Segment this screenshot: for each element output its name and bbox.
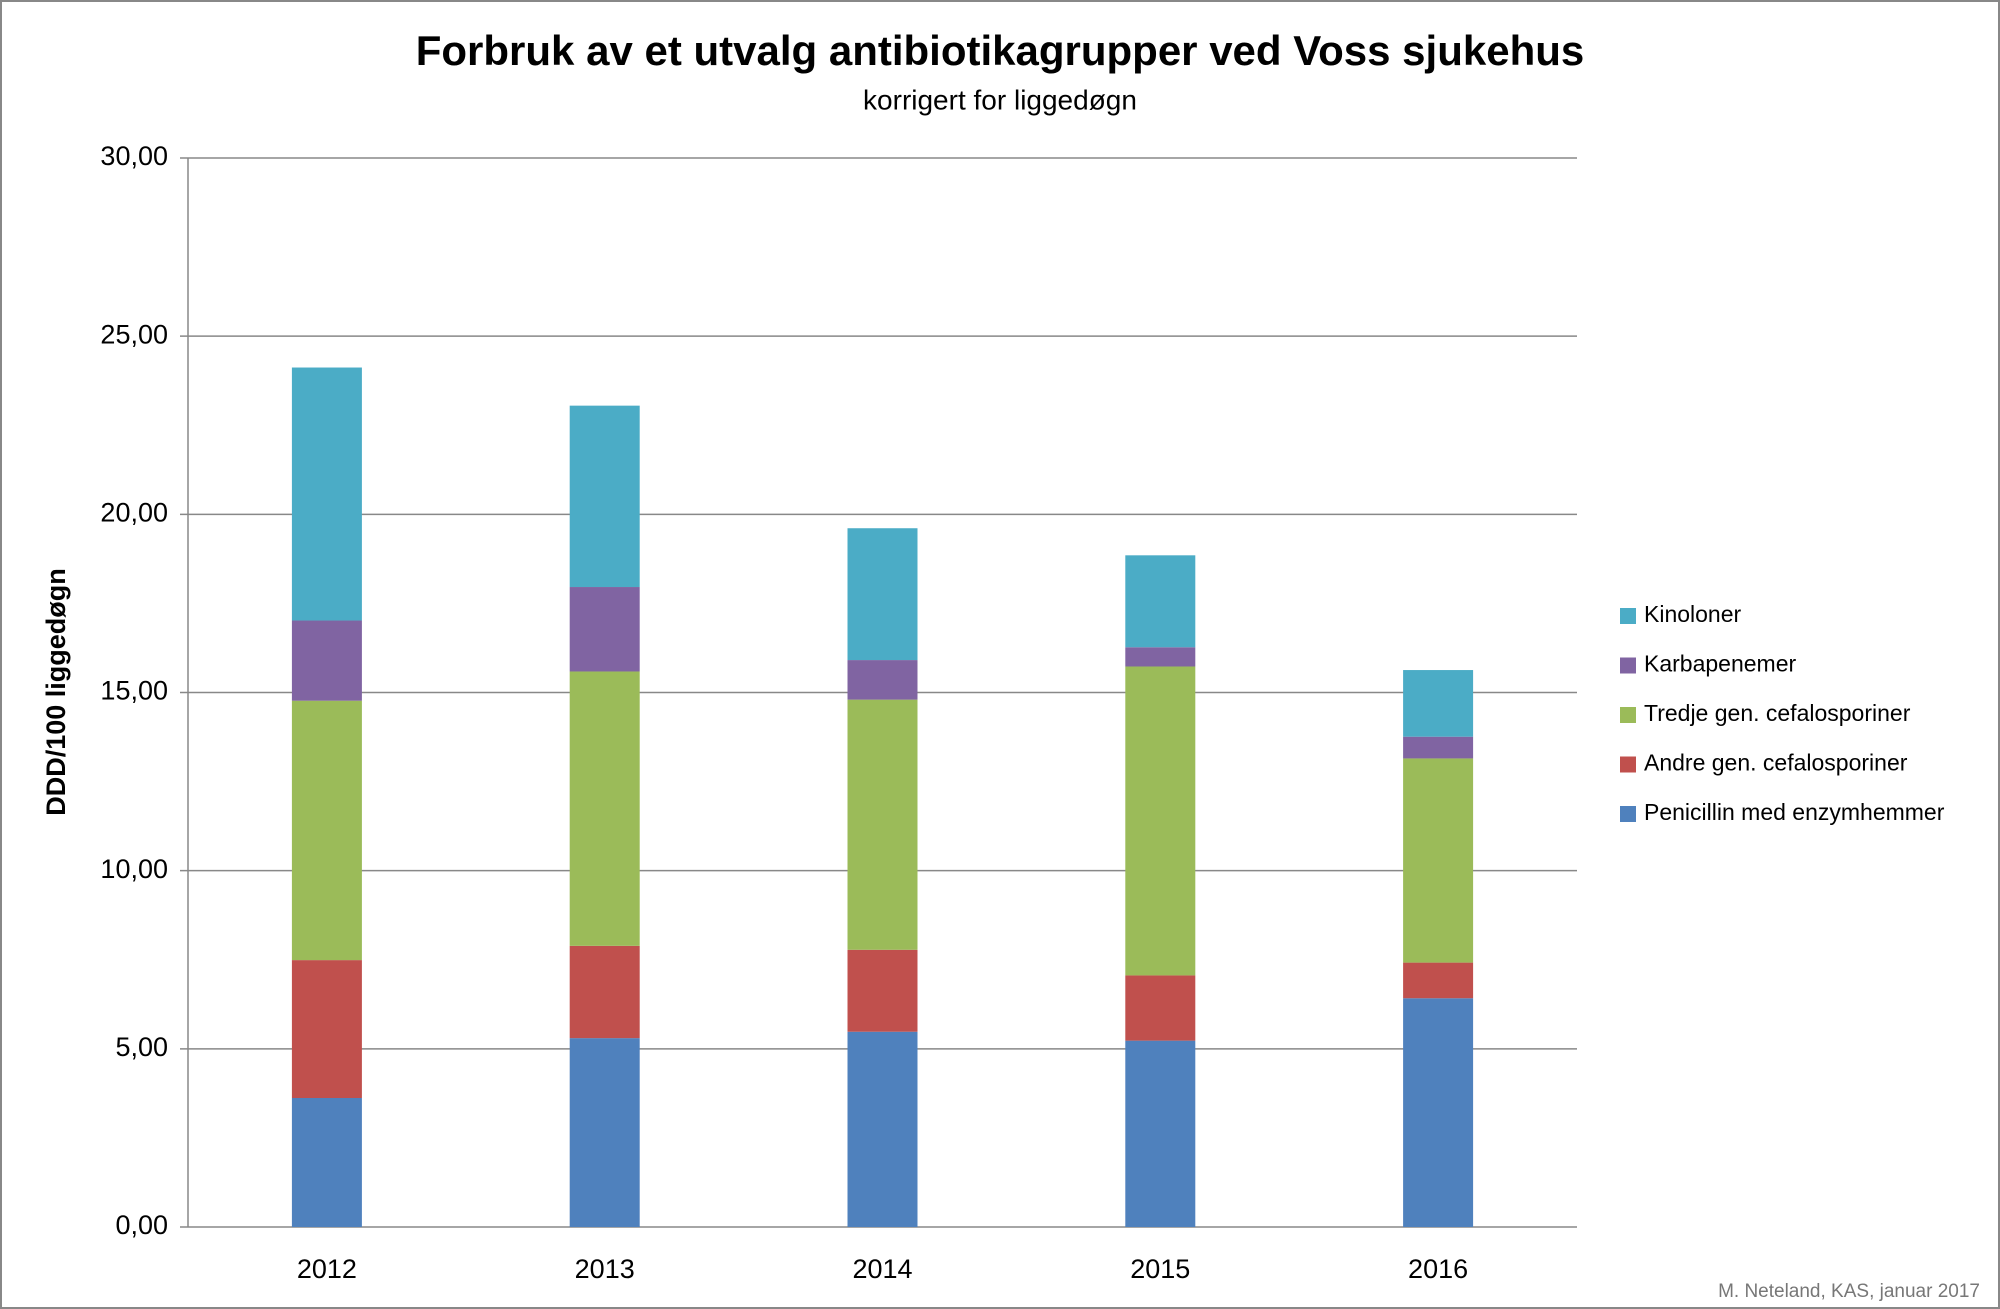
bar-segment	[291, 1098, 362, 1227]
bar-segment	[291, 367, 362, 621]
bar-segment	[1125, 1040, 1196, 1227]
legend-swatch	[1620, 707, 1636, 723]
bar-segment	[291, 960, 362, 1099]
x-tick-label: 2013	[575, 1254, 635, 1284]
bar-segment	[1403, 736, 1474, 759]
legend-swatch	[1620, 756, 1636, 773]
legend-swatch	[1620, 657, 1636, 674]
bar-segment	[1403, 962, 1474, 999]
x-tick-label: 2012	[297, 1254, 357, 1284]
y-tick-label: 10,00	[100, 854, 168, 884]
x-tick-label: 2016	[1408, 1254, 1468, 1284]
bar-segment	[1125, 647, 1196, 667]
x-tick-label: 2014	[852, 1254, 912, 1284]
bar-segment	[569, 587, 640, 672]
bar-segment	[1403, 998, 1474, 1227]
y-tick-label: 0,00	[115, 1210, 168, 1240]
legend-swatch	[1620, 806, 1636, 822]
bar-segment	[847, 699, 918, 950]
bar-segment	[1125, 666, 1196, 976]
bar-segment	[291, 620, 362, 701]
chart-subtitle: korrigert for liggedøgn	[863, 84, 1137, 115]
bar-segment	[569, 671, 640, 946]
legend-swatch	[1620, 608, 1636, 624]
bar-segment	[847, 528, 918, 661]
y-axis-label: DDD/100 liggedøgn	[41, 568, 71, 816]
legend-label: Kinoloner	[1644, 601, 1742, 627]
y-tick-label: 25,00	[100, 319, 168, 349]
bar-segment	[569, 1038, 640, 1227]
legend-label: Tredje gen. cefalosporiner	[1644, 700, 1911, 726]
bar-segment	[1125, 975, 1196, 1041]
bar-segment	[847, 1031, 918, 1227]
bar-segment	[1403, 670, 1474, 737]
bar-segment	[569, 405, 640, 588]
y-tick-label: 20,00	[100, 497, 168, 527]
legend-label: Penicillin med enzymhemmer	[1644, 799, 1945, 825]
footnote: M. Neteland, KAS, januar 2017	[1718, 1281, 1980, 1302]
y-tick-label: 15,00	[100, 676, 168, 706]
bar-segment	[847, 949, 918, 1032]
bar-segment	[1403, 758, 1474, 963]
bar-segment	[847, 660, 918, 700]
bar-segment	[1125, 555, 1196, 648]
bar-segment	[569, 945, 640, 1039]
legend-label: Karbapenemer	[1644, 651, 1796, 677]
legend-label: Andre gen. cefalosporiner	[1644, 750, 1908, 776]
bar-segment	[291, 700, 362, 961]
chart-title: Forbruk av et utvalg antibiotikagrupper …	[416, 27, 1585, 74]
y-tick-label: 30,00	[100, 141, 168, 171]
x-tick-label: 2015	[1130, 1254, 1190, 1284]
y-tick-label: 5,00	[115, 1032, 168, 1062]
